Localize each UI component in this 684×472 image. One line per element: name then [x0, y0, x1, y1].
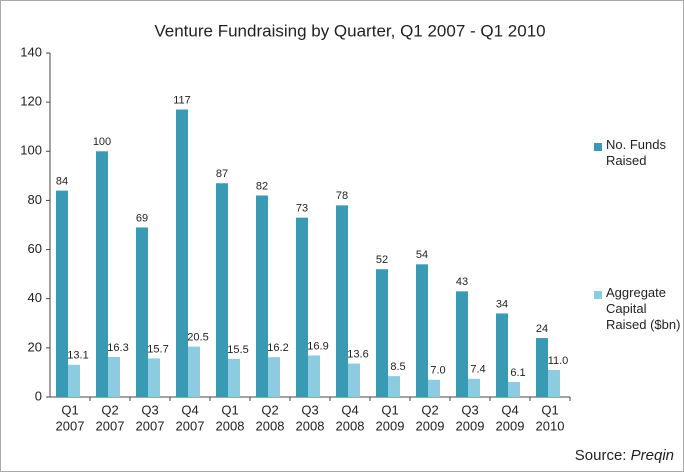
x-tick-label: 2009: [496, 418, 525, 433]
data-label: 34: [496, 298, 508, 310]
bar: [348, 363, 360, 397]
x-tick-label: Q3: [301, 402, 318, 417]
y-tick-label: 40: [28, 290, 42, 305]
bar: [148, 358, 160, 397]
y-tick-label: 80: [28, 192, 42, 207]
chart-title: Venture Fundraising by Quarter, Q1 2007 …: [154, 21, 545, 40]
bar: [508, 382, 520, 397]
data-label: 69: [136, 212, 148, 224]
x-tick-label: Q2: [261, 402, 278, 417]
data-label: 84: [56, 176, 68, 188]
source-label: Source:: [574, 447, 627, 464]
source-name: Preqin: [630, 447, 674, 464]
data-label: 16.9: [307, 340, 328, 352]
bar: [56, 190, 68, 397]
legend-label: Aggregate Capital Raised ($bn): [606, 285, 681, 332]
data-label: 78: [336, 190, 348, 202]
x-tick-label: 2007: [176, 418, 205, 433]
x-tick-label: 2008: [256, 418, 285, 433]
y-tick-label: 0: [35, 388, 42, 403]
data-label: 13.1: [67, 350, 88, 362]
x-tick-label: 2008: [336, 418, 365, 433]
y-tick-label: 100: [20, 143, 42, 158]
bar: [416, 264, 428, 397]
bar: [176, 109, 188, 397]
bar: [536, 338, 548, 397]
x-tick-label: 2009: [456, 418, 485, 433]
data-label: 7.0: [430, 365, 445, 377]
x-tick-label: Q2: [101, 402, 118, 417]
data-label: 15.5: [227, 344, 248, 356]
legend-swatch: [594, 291, 602, 299]
data-label: 43: [456, 276, 468, 288]
data-label: 24: [536, 323, 548, 335]
x-tick-label: Q4: [501, 402, 518, 417]
x-tick-label: Q2: [421, 402, 438, 417]
data-label: 6.1: [510, 367, 525, 379]
legend-label: No. Funds Raised: [606, 137, 666, 168]
data-label: 87: [216, 168, 228, 180]
data-label: 16.3: [107, 342, 128, 354]
x-tick-label: Q3: [461, 402, 478, 417]
bar: [68, 364, 80, 397]
x-tick-label: 2008: [216, 418, 245, 433]
x-tick-label: Q1: [221, 402, 238, 417]
bar: [188, 346, 200, 397]
data-label: 20.5: [187, 332, 208, 344]
data-label: 82: [256, 180, 268, 192]
data-label: 15.7: [147, 343, 168, 355]
bar: [428, 379, 440, 397]
x-tick-label: 2009: [416, 418, 445, 433]
x-tick-label: 2007: [136, 418, 165, 433]
bar: [548, 369, 560, 397]
bar: [296, 217, 308, 397]
bar: [336, 205, 348, 397]
bar: [388, 376, 400, 397]
x-tick-label: 2010: [536, 418, 565, 433]
bar: [256, 195, 268, 397]
legend-swatch: [594, 143, 602, 151]
x-tick-label: 2007: [56, 418, 85, 433]
bar: [308, 355, 320, 397]
bar: [96, 151, 108, 397]
y-tick-label: 140: [20, 44, 42, 59]
x-tick-label: Q4: [341, 402, 358, 417]
y-tick-label: 60: [28, 241, 42, 256]
source: Source: Preqin: [575, 447, 674, 464]
bar: [136, 227, 148, 397]
y-tick-label: 120: [20, 94, 42, 109]
bar: [468, 378, 480, 397]
x-tick-label: Q1: [541, 402, 558, 417]
data-label: 73: [296, 203, 308, 215]
x-tick-label: Q3: [141, 402, 158, 417]
x-tick-label: 2007: [96, 418, 125, 433]
data-label: 54: [416, 249, 428, 261]
bar: [216, 183, 228, 397]
data-label: 8.5: [390, 361, 405, 373]
bar: [268, 357, 280, 397]
data-label: 52: [376, 254, 388, 266]
x-tick-label: Q1: [381, 402, 398, 417]
data-label: 117: [173, 94, 191, 106]
x-tick-label: 2008: [296, 418, 325, 433]
bar: [496, 313, 508, 397]
bar: [228, 358, 240, 397]
data-label: 13.6: [347, 348, 368, 360]
bar: [456, 291, 468, 397]
bar: [376, 269, 388, 397]
data-label: 100: [93, 136, 111, 148]
data-label: 16.2: [267, 342, 288, 354]
x-tick-label: 2009: [376, 418, 405, 433]
x-tick-label: Q4: [181, 402, 198, 417]
data-label: 7.4: [470, 364, 485, 376]
y-tick-label: 20: [28, 339, 42, 354]
bar: [108, 356, 120, 397]
x-tick-label: Q1: [61, 402, 78, 417]
data-label: 11.0: [548, 355, 569, 367]
